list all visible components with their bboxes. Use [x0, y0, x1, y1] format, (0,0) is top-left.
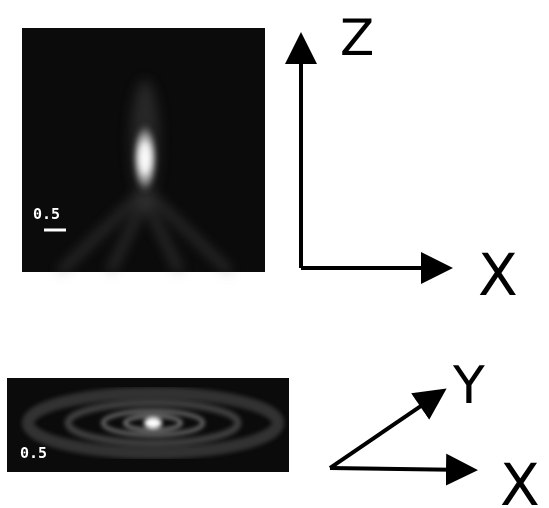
axis-letter: Z: [340, 9, 374, 67]
axis-letter: Y: [452, 356, 485, 416]
axis-letter: X: [478, 241, 518, 309]
axis-letter: X: [500, 451, 540, 508]
xz-image: 0.5: [22, 28, 265, 272]
scale-label: 0.5: [33, 205, 60, 223]
page: 0.5 Z X 0.5 Y X (() => { const data = JS…: [0, 0, 549, 508]
figure: 0.5 Z X 0.5 Y X: [0, 0, 549, 508]
xy-axes: Y X: [330, 356, 540, 508]
xz-axes: Z X: [301, 9, 518, 309]
xy-image: 0.5: [7, 378, 289, 472]
scale-label: 0.5: [20, 444, 47, 462]
